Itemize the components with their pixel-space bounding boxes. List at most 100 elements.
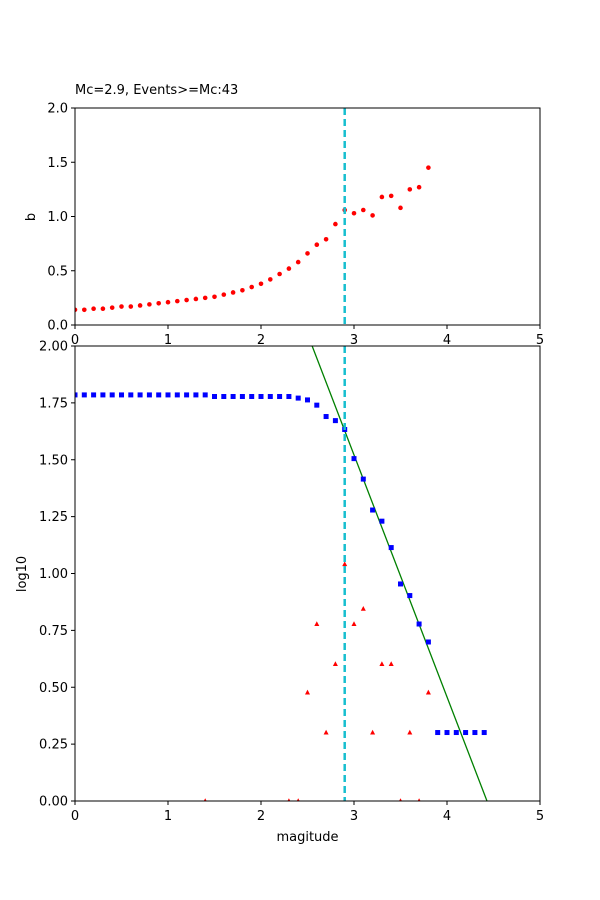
data-point-top-s0 bbox=[128, 304, 134, 309]
data-point-top-s0 bbox=[221, 292, 227, 297]
data-point-bottom-s0 bbox=[416, 621, 422, 627]
data-point-top-s0 bbox=[351, 210, 357, 216]
b-value-panel: Mc=2.9, Events>=Mc:43 b 0 1 2 3 4 5 0.0 0.5 1.0 1… bbox=[24, 83, 544, 348]
data-point-bottom-s0 bbox=[360, 476, 366, 482]
data-point-top-s0 bbox=[379, 194, 385, 200]
data-point-bottom-s0 bbox=[91, 392, 97, 398]
data-point-bottom-s1 bbox=[379, 661, 385, 667]
data-point-top-s0 bbox=[109, 305, 115, 310]
data-point-bottom-s1 bbox=[360, 605, 366, 611]
data-point-bottom-s1 bbox=[399, 798, 402, 801]
data-point-bottom-s0 bbox=[286, 394, 292, 400]
data-point-bottom-s0 bbox=[444, 730, 450, 736]
data-point-top-s0 bbox=[165, 299, 171, 305]
x-tick-label-bottom: 3 bbox=[350, 809, 358, 824]
frequency-magnitude-panel: magitude log10 0 1 2 3 4 5 0.00 0.25 0.50 0.75 1.0… bbox=[15, 340, 544, 846]
data-point-bottom-s0 bbox=[239, 394, 245, 400]
data-point-bottom-s0 bbox=[305, 397, 310, 403]
data-point-top-s0 bbox=[75, 307, 78, 313]
data-point-bottom-s1 bbox=[332, 661, 338, 667]
data-point-top-s0 bbox=[137, 303, 143, 308]
data-point-bottom-s0 bbox=[119, 392, 124, 398]
data-point-top-s0 bbox=[91, 306, 96, 312]
data-point-bottom-s1 bbox=[305, 689, 310, 695]
data-point-top-s0 bbox=[184, 297, 189, 303]
y-tick-label-top: 1.0 bbox=[47, 210, 68, 225]
data-point-bottom-s0 bbox=[295, 395, 301, 401]
data-point-bottom-s0 bbox=[249, 394, 255, 400]
data-point-top-s0 bbox=[333, 221, 338, 227]
y-tick-label-bottom: 0.50 bbox=[39, 681, 68, 696]
y-tick-label-bottom: 0.00 bbox=[39, 795, 68, 810]
y-tick-label-bottom: 1.50 bbox=[39, 453, 68, 468]
x-axis-label: magitude bbox=[276, 830, 338, 845]
data-point-bottom-s0 bbox=[332, 418, 338, 424]
data-point-top-s0 bbox=[100, 306, 106, 312]
y-axis-label-bottom: log10 bbox=[15, 556, 30, 592]
data-point-top-s0 bbox=[258, 281, 264, 287]
y-tick-label-bottom: 0.25 bbox=[39, 738, 68, 753]
y-tick-label-bottom: 1.25 bbox=[39, 510, 68, 525]
data-point-bottom-s0 bbox=[453, 730, 459, 736]
x-tick-label-bottom: 0 bbox=[71, 809, 79, 824]
data-point-bottom-s0 bbox=[156, 392, 162, 398]
data-point-bottom-s0 bbox=[202, 392, 208, 398]
data-point-bottom-s0 bbox=[75, 392, 78, 398]
data-point-bottom-s0 bbox=[267, 394, 273, 400]
data-point-bottom-s0 bbox=[137, 392, 143, 398]
data-point-top-s0 bbox=[119, 304, 124, 309]
data-point-bottom-s0 bbox=[323, 414, 329, 420]
data-point-bottom-s1 bbox=[425, 689, 431, 695]
data-point-bottom-s0 bbox=[379, 518, 385, 524]
data-point-top-s0 bbox=[82, 307, 87, 313]
y-tick-label-top: 0.5 bbox=[47, 264, 68, 279]
data-point-top-s0 bbox=[193, 296, 199, 302]
plot-area-top bbox=[75, 165, 431, 313]
data-point-top-s0 bbox=[416, 184, 422, 190]
data-point-top-s0 bbox=[212, 294, 217, 300]
data-point-bottom-s0 bbox=[398, 581, 403, 587]
data-point-top-s0 bbox=[314, 242, 320, 248]
data-point-top-s0 bbox=[361, 207, 366, 213]
data-point-top-s0 bbox=[202, 295, 208, 301]
x-tick-label-bottom: 1 bbox=[164, 809, 172, 824]
data-point-bottom-s0 bbox=[212, 394, 217, 400]
data-point-bottom-s0 bbox=[472, 730, 478, 736]
data-point-top-s0 bbox=[426, 165, 431, 170]
data-point-bottom-s0 bbox=[370, 507, 376, 513]
y-tick-label-bottom: 1.00 bbox=[39, 567, 68, 582]
y-tick-label-bottom: 2.00 bbox=[39, 340, 68, 355]
data-point-bottom-s1 bbox=[287, 798, 291, 801]
x-tick-label-bottom: 2 bbox=[257, 809, 265, 824]
data-point-top-s0 bbox=[305, 251, 310, 256]
data-point-bottom-s0 bbox=[277, 394, 283, 400]
data-point-bottom-s1 bbox=[203, 798, 207, 801]
data-point-bottom-s0 bbox=[100, 392, 106, 398]
x-tick-label-top: 2 bbox=[257, 333, 265, 348]
data-point-bottom-s0 bbox=[351, 456, 357, 462]
chart-title: Mc=2.9, Events>=Mc:43 bbox=[75, 83, 238, 98]
data-point-bottom-s0 bbox=[165, 392, 171, 398]
x-tick-label-top: 3 bbox=[350, 333, 358, 348]
data-point-bottom-s0 bbox=[463, 730, 469, 736]
data-point-top-s0 bbox=[147, 302, 152, 307]
data-point-bottom-s0 bbox=[184, 392, 190, 398]
data-point-bottom-s1 bbox=[370, 729, 376, 735]
x-tick-label-top: 0 bbox=[71, 333, 79, 348]
data-point-bottom-s0 bbox=[221, 394, 227, 400]
fit-line bbox=[311, 346, 488, 801]
data-point-bottom-s0 bbox=[230, 394, 236, 400]
x-tick-label-top: 5 bbox=[536, 333, 544, 348]
y-tick-label-top: 0.0 bbox=[47, 319, 68, 334]
data-point-bottom-s0 bbox=[481, 730, 487, 736]
x-tick-label-top: 4 bbox=[443, 333, 451, 348]
data-point-top-s0 bbox=[175, 298, 180, 304]
data-point-bottom-s1 bbox=[323, 729, 329, 735]
x-tick-label-bottom: 5 bbox=[536, 809, 544, 824]
data-point-bottom-s1 bbox=[342, 561, 348, 567]
data-point-bottom-s1 bbox=[407, 729, 413, 735]
data-point-bottom-s0 bbox=[407, 593, 413, 599]
y-tick-label-top: 1.5 bbox=[47, 156, 68, 171]
